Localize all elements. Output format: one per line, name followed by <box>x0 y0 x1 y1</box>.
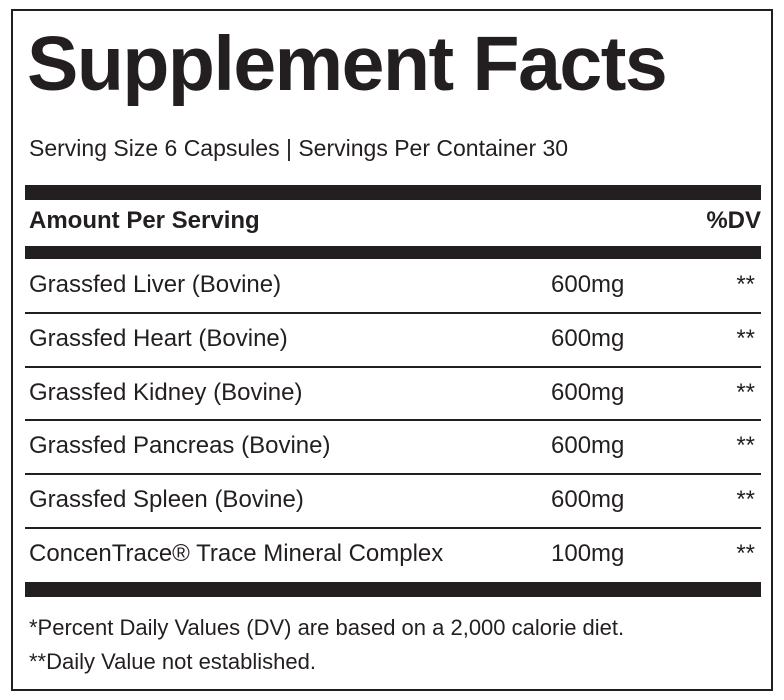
daily-value: ** <box>736 271 755 298</box>
footnote: *Percent Daily Values (DV) are based on … <box>29 615 625 640</box>
row-divider <box>25 473 761 476</box>
daily-value: ** <box>736 486 755 514</box>
title: Supplement Facts <box>27 21 668 107</box>
ingredient-name: Grassfed Heart (Bovine) <box>29 324 288 352</box>
ingredient-name: Grassfed Liver (Bovine) <box>29 271 282 298</box>
ingredient-amount: 600mg <box>551 324 625 352</box>
ingredient-name: Grassfed Spleen (Bovine) <box>29 486 304 514</box>
column-header: Amount Per Serving <box>29 207 260 234</box>
thick-rule <box>25 582 761 597</box>
column-header: %DV <box>706 207 761 234</box>
daily-value: ** <box>736 378 755 406</box>
daily-value: ** <box>736 324 755 352</box>
ingredient-amount: 600mg <box>551 486 625 514</box>
ingredient-name: Grassfed Kidney (Bovine) <box>29 378 303 406</box>
row-divider <box>25 527 761 529</box>
serving-info: Serving Size 6 Capsules | Servings Per C… <box>29 135 569 161</box>
ingredient-name: ConcenTrace® Trace Mineral Complex <box>29 540 444 567</box>
daily-value: ** <box>736 432 755 460</box>
thick-rule <box>25 246 761 259</box>
daily-value: ** <box>736 540 755 567</box>
row-divider <box>25 419 761 422</box>
supplement-facts-label: Supplement Facts Serving Size 6 Capsules… <box>11 9 773 691</box>
ingredient-amount: 600mg <box>551 271 625 298</box>
ingredient-name: Grassfed Pancreas (Bovine) <box>29 432 331 460</box>
footnote: **Daily Value not established. <box>29 649 316 674</box>
row-divider <box>25 365 761 368</box>
ingredient-amount: 100mg <box>551 540 625 567</box>
ingredient-amount: 600mg <box>551 378 625 406</box>
thick-rule <box>25 185 761 200</box>
row-divider <box>25 311 761 314</box>
ingredient-amount: 600mg <box>551 432 625 460</box>
